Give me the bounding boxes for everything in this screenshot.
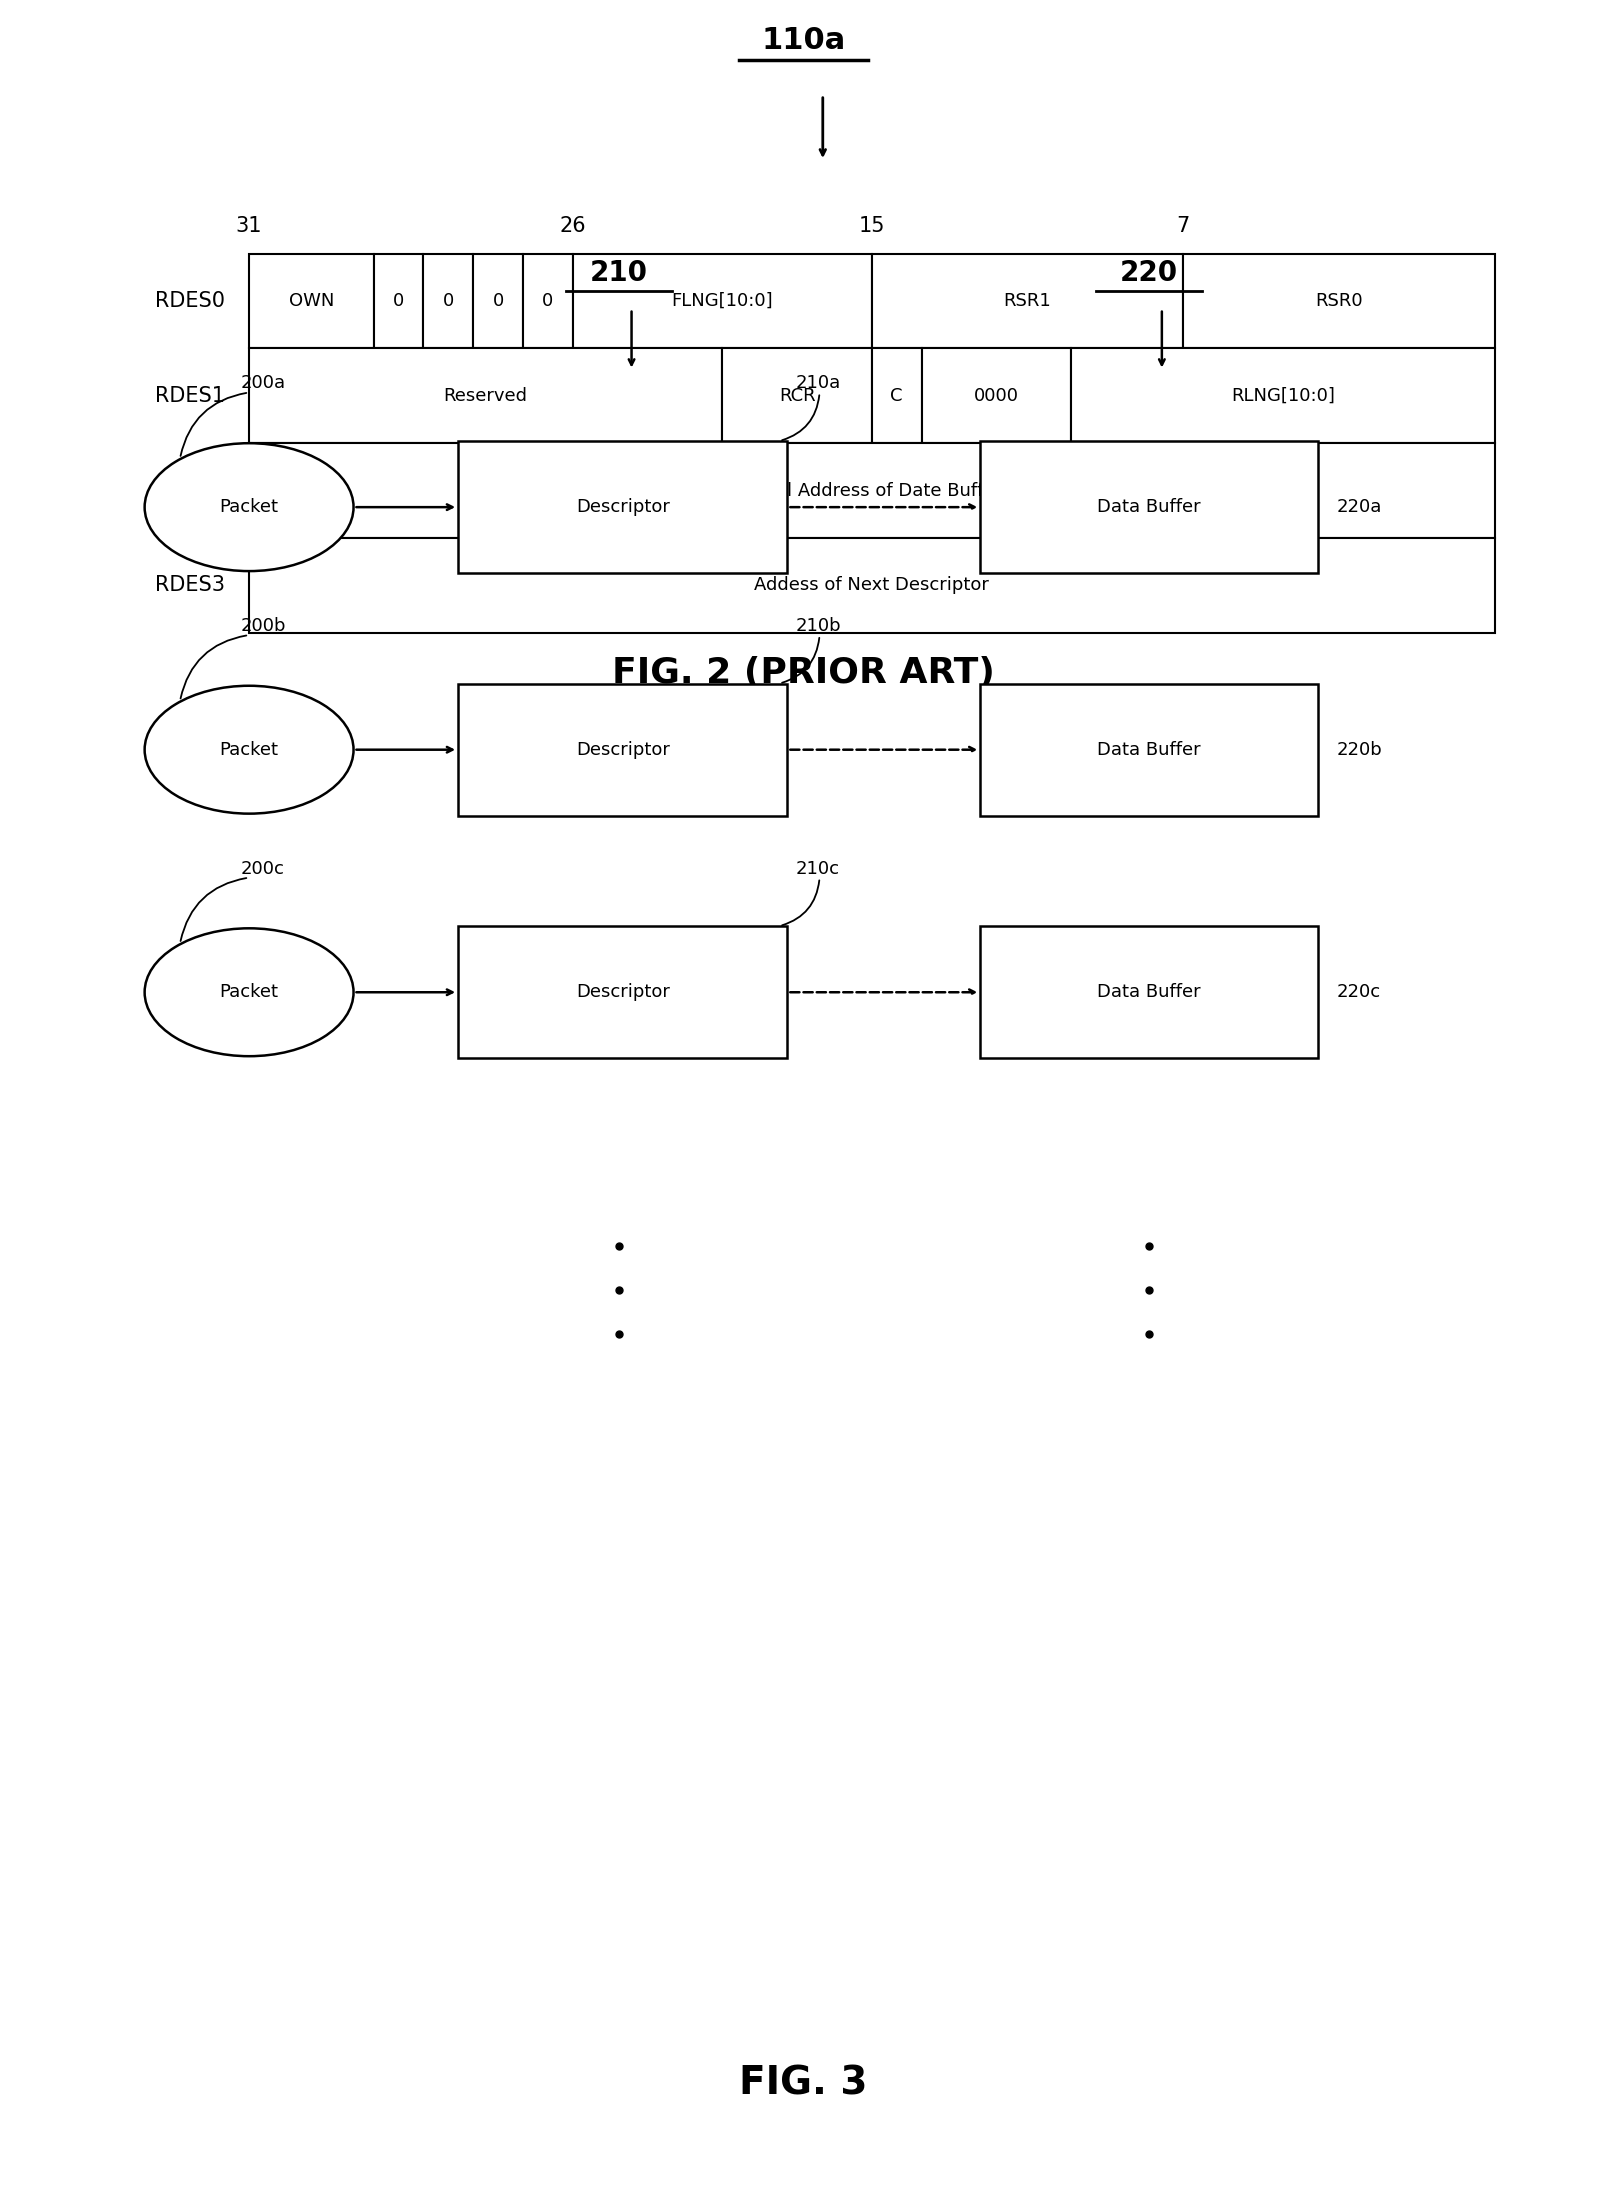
Text: 210: 210 bbox=[590, 258, 648, 287]
Text: 210c: 210c bbox=[795, 860, 839, 878]
Text: Packet: Packet bbox=[220, 498, 278, 516]
Bar bbox=[458, 926, 787, 1058]
Text: RDES3: RDES3 bbox=[154, 576, 225, 595]
Text: Descriptor: Descriptor bbox=[575, 983, 670, 1001]
Bar bbox=[472, 254, 522, 348]
Text: 0: 0 bbox=[492, 291, 505, 311]
Text: Data Buffer: Data Buffer bbox=[1098, 741, 1200, 759]
Text: 220: 220 bbox=[1120, 258, 1178, 287]
Text: Descriptor: Descriptor bbox=[575, 741, 670, 759]
Bar bbox=[249, 254, 374, 348]
Bar bbox=[922, 348, 1070, 443]
Bar bbox=[871, 254, 1183, 348]
Bar bbox=[1072, 348, 1495, 443]
Ellipse shape bbox=[145, 928, 354, 1056]
Bar bbox=[424, 254, 474, 348]
Text: Addess of Next Descriptor: Addess of Next Descriptor bbox=[754, 576, 990, 595]
Text: 220a: 220a bbox=[1337, 498, 1382, 516]
Bar bbox=[522, 254, 572, 348]
Text: RCR: RCR bbox=[779, 386, 815, 406]
Text: 0: 0 bbox=[442, 291, 455, 311]
Text: Descriptor: Descriptor bbox=[575, 498, 670, 516]
Text: 0: 0 bbox=[542, 291, 554, 311]
Bar bbox=[723, 348, 871, 443]
Text: Reserved: Reserved bbox=[444, 386, 527, 406]
Text: RDES1: RDES1 bbox=[154, 386, 225, 406]
Text: 0: 0 bbox=[392, 291, 405, 311]
Text: C: C bbox=[890, 386, 903, 406]
Text: 31: 31 bbox=[236, 216, 262, 236]
Text: RLNG[10:0]: RLNG[10:0] bbox=[1231, 386, 1335, 406]
Text: 220b: 220b bbox=[1337, 741, 1382, 759]
Ellipse shape bbox=[145, 443, 354, 571]
Bar bbox=[458, 684, 787, 816]
Text: 200c: 200c bbox=[241, 860, 284, 878]
Bar bbox=[980, 684, 1318, 816]
Text: FIG. 2 (PRIOR ART): FIG. 2 (PRIOR ART) bbox=[612, 655, 995, 690]
Text: Packet: Packet bbox=[220, 983, 278, 1001]
Bar bbox=[249, 348, 723, 443]
Text: Data Buffer: Data Buffer bbox=[1098, 983, 1200, 1001]
Text: 220c: 220c bbox=[1337, 983, 1380, 1001]
Text: 200b: 200b bbox=[241, 617, 286, 635]
Bar bbox=[458, 441, 787, 573]
Bar bbox=[1183, 254, 1495, 348]
Bar bbox=[980, 926, 1318, 1058]
Text: Data Buffer: Data Buffer bbox=[1098, 498, 1200, 516]
Text: 200a: 200a bbox=[241, 375, 286, 392]
Bar bbox=[249, 538, 1495, 633]
Text: 210a: 210a bbox=[795, 375, 840, 392]
Text: FLNG[10:0]: FLNG[10:0] bbox=[672, 291, 773, 311]
Text: 110a: 110a bbox=[762, 26, 845, 55]
Bar bbox=[373, 254, 424, 348]
Text: RDES0: RDES0 bbox=[154, 291, 225, 311]
Text: FIG. 3: FIG. 3 bbox=[739, 2064, 868, 2104]
Text: 26: 26 bbox=[559, 216, 587, 236]
Text: 7: 7 bbox=[1176, 216, 1189, 236]
Ellipse shape bbox=[145, 686, 354, 814]
Bar bbox=[980, 441, 1318, 573]
Text: RSR1: RSR1 bbox=[1004, 291, 1051, 311]
Text: 0000: 0000 bbox=[974, 386, 1019, 406]
Text: 210b: 210b bbox=[795, 617, 840, 635]
Text: Packet: Packet bbox=[220, 741, 278, 759]
Bar bbox=[574, 254, 871, 348]
Text: RDES2: RDES2 bbox=[154, 481, 225, 501]
Text: 15: 15 bbox=[858, 216, 885, 236]
Bar bbox=[871, 348, 922, 443]
Text: RSR0: RSR0 bbox=[1315, 291, 1363, 311]
Bar bbox=[249, 443, 1495, 538]
Text: OWN: OWN bbox=[289, 291, 334, 311]
Text: Initial Address of Date Buffer: Initial Address of Date Buffer bbox=[742, 481, 1001, 501]
